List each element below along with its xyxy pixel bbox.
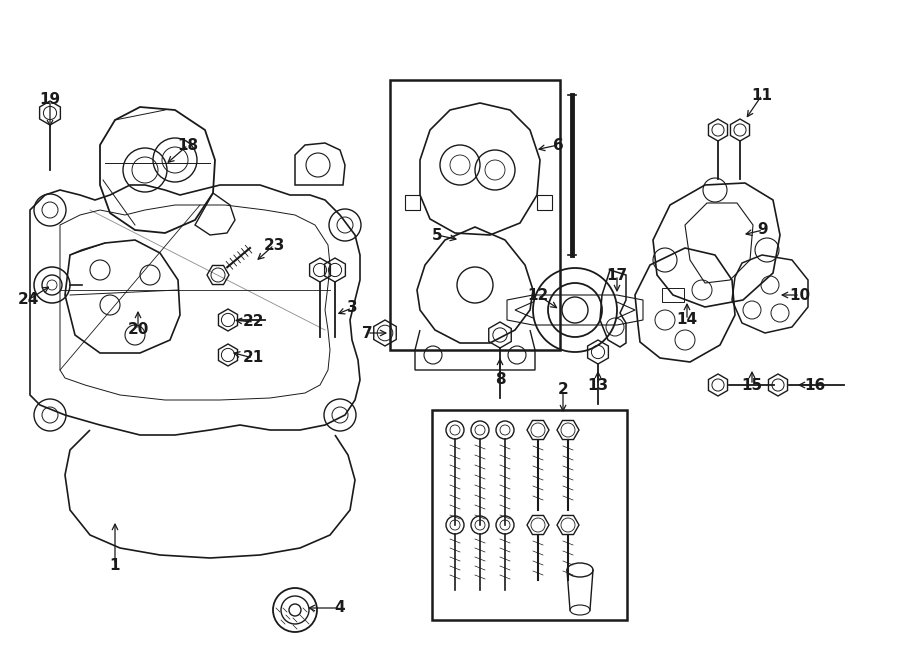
Text: 2: 2 [558, 383, 569, 397]
Text: 24: 24 [17, 293, 39, 307]
Text: 1: 1 [110, 557, 121, 572]
Text: 10: 10 [789, 288, 811, 303]
Text: 6: 6 [553, 137, 563, 153]
Text: 3: 3 [346, 301, 357, 315]
Text: 9: 9 [758, 223, 769, 237]
Text: 12: 12 [527, 288, 549, 303]
Text: 13: 13 [588, 377, 608, 393]
Bar [662, 288, 684, 302]
Text: 23: 23 [264, 237, 284, 253]
Text: 7: 7 [362, 325, 373, 340]
Text: 21: 21 [242, 350, 264, 366]
Text: 8: 8 [495, 373, 505, 387]
Text: 18: 18 [177, 137, 199, 153]
Text: 11: 11 [752, 87, 772, 102]
Text: 17: 17 [607, 268, 627, 282]
Text: 16: 16 [805, 377, 825, 393]
Text: 22: 22 [243, 315, 265, 329]
Bar [390, 80, 560, 350]
Bar [432, 410, 627, 620]
Text: 4: 4 [335, 600, 346, 615]
Text: 15: 15 [742, 377, 762, 393]
Text: 5: 5 [432, 227, 442, 243]
Text: 19: 19 [40, 93, 60, 108]
Text: 14: 14 [677, 313, 698, 327]
Text: 20: 20 [127, 323, 148, 338]
